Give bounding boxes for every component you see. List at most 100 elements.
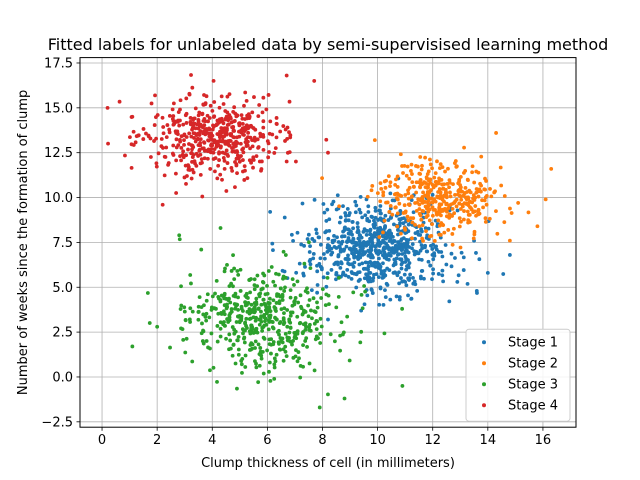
data-point [379,269,384,274]
data-point [420,163,424,168]
data-point [227,313,232,318]
data-point [200,321,204,326]
data-point [219,312,224,316]
data-point [303,309,308,314]
data-point [212,138,217,143]
data-point [453,193,457,197]
data-point [450,232,455,236]
data-point [238,289,243,293]
data-point [403,260,408,264]
data-point [272,362,277,367]
data-point [133,140,138,145]
data-point [212,306,217,311]
data-point [479,183,484,188]
data-point [343,211,348,215]
data-point [307,250,312,254]
data-point [222,158,227,163]
data-point [338,265,343,270]
data-point [405,214,410,219]
data-point [282,311,286,315]
data-point [341,229,346,234]
data-point [298,375,303,380]
data-point [337,204,342,209]
data-point [405,238,410,243]
data-point [387,210,392,214]
data-point [252,287,257,292]
data-point [346,236,351,240]
data-point [280,292,285,297]
data-point [265,348,269,353]
data-point [299,306,304,311]
data-point [285,324,290,329]
data-point [384,253,389,258]
data-point [324,137,329,142]
data-point [352,244,356,249]
data-point [188,320,192,324]
data-point [283,275,288,280]
data-point [235,302,240,307]
data-point [189,176,194,181]
data-point [256,114,261,119]
data-point [232,119,237,123]
data-point [470,164,475,169]
data-point [440,273,445,278]
data-point [406,222,411,227]
data-point [199,157,204,162]
data-point [459,197,464,202]
data-point [258,346,263,350]
data-point [319,267,324,272]
data-point [358,210,363,215]
data-point [231,343,236,347]
data-point [549,166,554,171]
data-point [221,156,226,160]
data-point [242,178,247,182]
data-point [366,264,371,269]
data-point [381,190,386,195]
data-point [230,353,235,358]
data-point [288,313,293,318]
data-point [243,168,247,173]
x-tick-label: 12 [424,433,441,448]
data-point [239,314,244,319]
data-point [127,135,132,140]
data-point [393,260,398,264]
data-point [411,281,416,286]
data-point [425,249,430,254]
data-point [283,285,287,290]
data-point [310,316,314,321]
data-point [106,141,110,146]
data-point [437,223,442,228]
data-point [315,319,320,324]
data-point [301,343,305,348]
data-point [468,206,473,211]
x-tick-label: 4 [208,433,216,448]
data-point [476,170,481,175]
data-point [494,209,498,214]
data-point [255,273,260,278]
data-point [464,197,469,202]
data-point [351,264,356,269]
data-point [244,295,249,300]
data-point [228,138,232,143]
data-point [444,214,449,219]
data-point [378,216,383,221]
data-point [155,113,160,117]
data-point [417,224,422,228]
data-point [196,304,201,309]
data-point [346,227,350,232]
data-point [168,345,172,350]
data-point [428,157,432,162]
data-point [281,316,286,321]
data-point [283,331,288,336]
data-point [294,159,298,164]
data-point [337,220,342,225]
data-point [322,252,326,256]
legend-marker [482,382,486,387]
data-point [267,305,272,309]
data-point [280,298,285,302]
data-point [253,339,258,344]
data-point [320,176,324,181]
data-point [200,112,205,117]
data-point [233,294,238,299]
data-point [204,318,209,323]
